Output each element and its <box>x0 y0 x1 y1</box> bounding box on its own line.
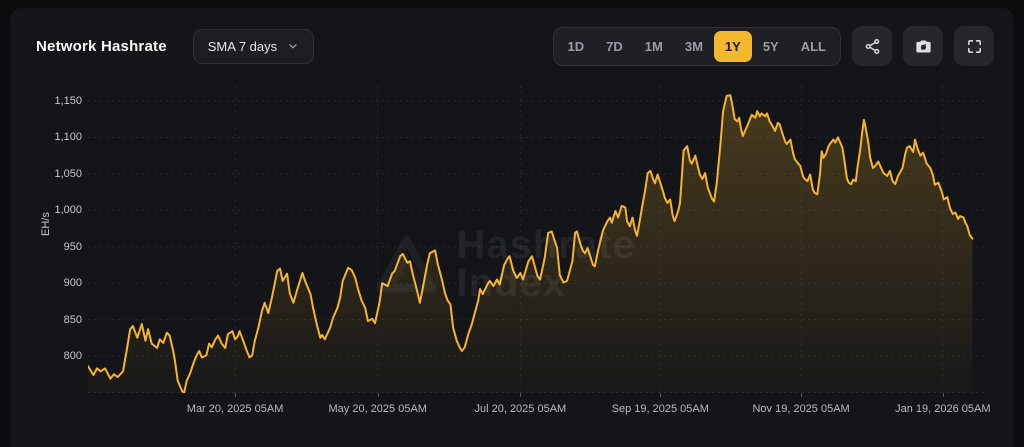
range-button-5y[interactable]: 5Y <box>752 31 790 62</box>
share-button[interactable] <box>852 26 892 66</box>
chart-wrap: EH/s 800 850 900 950 1,000 1,050 1,100 1,150 Ha… <box>10 86 1014 423</box>
chart-header: Network Hashrate SMA 7 days 1D 7D 1M 3M … <box>10 8 1014 66</box>
y-axis-ticks: 800 850 900 950 1,000 1,050 1,100 1,150 <box>10 86 82 393</box>
x-tick-label: Jul 20, 2025 05AM <box>474 403 567 415</box>
x-tick-mark <box>660 393 662 397</box>
fullscreen-button[interactable] <box>954 26 994 66</box>
x-axis-labels: Mar 20, 2025 05AM May 20, 2025 05AM Jul 20… <box>88 393 991 423</box>
y-tick-label: 900 <box>63 277 82 290</box>
range-selector: 1D 7D 1M 3M 1Y 5Y ALL <box>552 26 841 66</box>
range-button-1m[interactable]: 1M <box>634 31 674 62</box>
page-title: Network Hashrate <box>36 37 167 55</box>
chevron-down-icon <box>287 40 299 52</box>
chart-area[interactable]: Hashrate Index <box>88 86 985 393</box>
x-tick-mark <box>520 393 522 397</box>
hashrate-line <box>88 95 972 393</box>
y-tick-label: 1,000 <box>54 204 82 217</box>
range-button-1y[interactable]: 1Y <box>713 30 752 62</box>
x-tick-mark <box>942 393 944 397</box>
y-tick-label: 1,050 <box>54 167 82 180</box>
sma-dropdown-value: SMA 7 days <box>207 38 278 54</box>
range-button-all[interactable]: ALL <box>790 31 837 62</box>
x-tick-label: Jan 19, 2026 05AM <box>895 403 991 415</box>
x-tick-label: Mar 20, 2025 05AM <box>186 403 284 415</box>
area-fill <box>88 95 973 393</box>
sma-dropdown[interactable]: SMA 7 days <box>192 28 315 64</box>
x-tick-mark <box>801 393 803 397</box>
x-tick-mark <box>235 393 237 397</box>
x-tick-label: Nov 19, 2025 05AM <box>752 403 850 415</box>
range-button-3m[interactable]: 3M <box>674 31 714 62</box>
x-tick-label: Sep 19, 2025 05AM <box>611 403 709 415</box>
y-tick-label: 1,100 <box>54 131 82 144</box>
fullscreen-icon <box>966 38 983 55</box>
hashrate-plot <box>88 86 985 393</box>
y-tick-label: 850 <box>63 313 82 326</box>
y-tick-label: 1,150 <box>54 95 82 107</box>
range-button-7d[interactable]: 7D <box>595 31 634 62</box>
range-button-1d[interactable]: 1D <box>557 31 596 62</box>
camera-icon <box>915 38 932 55</box>
share-icon <box>864 38 881 55</box>
x-tick-mark <box>377 393 379 397</box>
snapshot-button[interactable] <box>903 26 943 66</box>
chart-card: Network Hashrate SMA 7 days 1D 7D 1M 3M … <box>10 8 1014 447</box>
x-tick-label: May 20, 2025 05AM <box>328 403 427 415</box>
y-tick-label: 950 <box>63 240 82 253</box>
y-tick-label: 800 <box>63 350 82 362</box>
